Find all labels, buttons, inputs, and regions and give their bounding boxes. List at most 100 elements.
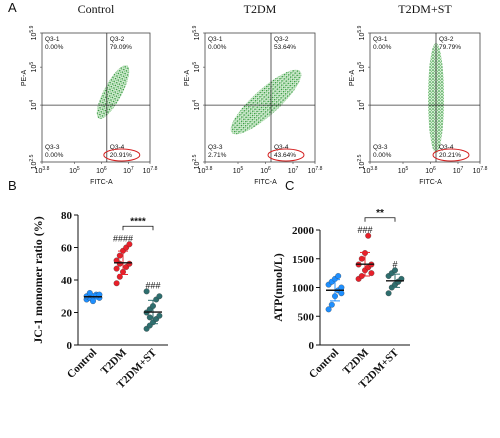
comparison-label: ** xyxy=(376,208,384,219)
y-tick-label: 105 xyxy=(29,62,38,73)
plot-title: Control xyxy=(78,2,115,16)
tick-base: 10 xyxy=(31,161,38,169)
y-axis-label: JC-1 monomer ratio (%) xyxy=(31,216,45,343)
data-point xyxy=(392,267,398,274)
y-axis-label: ATP(nmol/L) xyxy=(271,253,285,321)
x-tick-label: 103.8 xyxy=(35,166,50,175)
plot-frame xyxy=(369,32,481,163)
data-point xyxy=(116,273,123,280)
y-tick-label: 2000 xyxy=(292,225,315,237)
tick-base: 10 xyxy=(359,161,366,169)
tick-base: 10 xyxy=(453,168,461,175)
tick-base: 10 xyxy=(31,102,38,110)
tick-exponent: 6 xyxy=(268,166,271,172)
tick-exponent: 4 xyxy=(192,100,198,103)
data-point xyxy=(126,241,133,248)
y-axis-label: PE-A xyxy=(349,70,356,87)
tick-exponent: 4 xyxy=(29,100,35,103)
plot-frame xyxy=(41,32,151,163)
y-tick-label: 0 xyxy=(309,340,315,352)
y-tick-label: 105 xyxy=(192,62,201,73)
data-point xyxy=(113,265,120,272)
x-tick-label: 103.8 xyxy=(363,166,378,175)
quadrant-name: Q3-4 xyxy=(110,144,125,151)
data-point xyxy=(146,314,153,321)
quadrant-value: 0.00% xyxy=(45,152,64,159)
tick-exponent: 5 xyxy=(406,166,409,172)
tick-exponent: 2.5 xyxy=(192,154,198,161)
y-axis-label: PE-A xyxy=(21,70,28,87)
quadrant-value: 79.79% xyxy=(439,44,461,51)
tick-base: 10 xyxy=(198,168,206,175)
quadrant-name: Q3-4 xyxy=(439,144,454,151)
x-tick-label: 107.8 xyxy=(308,166,323,175)
x-tick-label: 106 xyxy=(425,166,436,175)
quadrant-value: 43.64% xyxy=(274,152,296,159)
x-tick-label: 107.8 xyxy=(143,166,158,175)
tick-exponent: 5 xyxy=(29,62,35,65)
tick-base: 10 xyxy=(359,32,366,40)
y-tick-label: 60 xyxy=(61,243,73,255)
tick-base: 10 xyxy=(194,65,201,73)
y-tick-label: 104 xyxy=(192,100,201,111)
data-point xyxy=(368,270,375,277)
y-axis-label: PE-A xyxy=(184,70,191,87)
quadrant-name: Q3-1 xyxy=(373,36,388,43)
tick-exponent: 7 xyxy=(296,166,299,172)
tick-base: 10 xyxy=(123,168,131,175)
tick-base: 10 xyxy=(363,168,371,175)
y-tick-label: 1000 xyxy=(292,283,315,295)
x-axis-label: FITC-A xyxy=(90,179,113,186)
quadrant-name: Q3-1 xyxy=(45,36,60,43)
y-tick-label: 105.9 xyxy=(192,25,201,40)
significance-label: ### xyxy=(357,225,372,235)
data-point xyxy=(365,232,372,239)
panel-letter: C xyxy=(285,178,294,193)
y-tick-label: 80 xyxy=(61,210,73,222)
y-tick-label: 104 xyxy=(357,100,366,111)
tick-base: 10 xyxy=(96,168,104,175)
tick-exponent: 3.8 xyxy=(42,166,49,172)
data-point xyxy=(338,290,345,297)
y-tick-label: 0 xyxy=(67,340,73,352)
data-point xyxy=(328,301,335,308)
quadrant-value: 20.91% xyxy=(110,152,132,159)
quadrant-name: Q3-2 xyxy=(439,36,454,43)
tick-base: 10 xyxy=(308,168,316,175)
significance-label: ### xyxy=(145,280,160,290)
data-point xyxy=(116,260,123,267)
tick-exponent: 7.8 xyxy=(480,166,487,172)
plot-title: T2DM xyxy=(244,2,277,16)
tick-exponent: 5.9 xyxy=(192,25,198,32)
data-point xyxy=(113,280,120,287)
tick-exponent: 7 xyxy=(461,166,464,172)
x-tick-label: 105 xyxy=(233,166,244,175)
quadrant-value: 79.09% xyxy=(110,44,132,51)
event-cloud xyxy=(96,65,130,119)
tick-exponent: 7.8 xyxy=(315,166,322,172)
panel-letter: A xyxy=(8,0,17,15)
quadrant-name: Q3-2 xyxy=(274,36,289,43)
y-tick-label: 40 xyxy=(61,275,73,287)
data-point xyxy=(116,252,123,259)
comparison-bracket xyxy=(364,217,396,222)
data-point xyxy=(338,284,345,291)
data-point xyxy=(143,288,150,295)
tick-base: 10 xyxy=(31,32,38,40)
significance-label: #### xyxy=(113,233,133,243)
tick-exponent: 2.5 xyxy=(29,154,35,161)
data-point xyxy=(156,312,163,319)
tick-base: 10 xyxy=(194,32,201,40)
quadrant-value: 53.64% xyxy=(274,44,296,51)
x-tick-label: 103.8 xyxy=(198,166,213,175)
quadrant-name: Q3-2 xyxy=(110,36,125,43)
tick-base: 10 xyxy=(233,168,241,175)
y-tick-label: 102.5 xyxy=(192,154,201,169)
tick-exponent: 6 xyxy=(433,166,436,172)
data-point xyxy=(395,278,402,285)
y-tick-label: 105 xyxy=(357,62,366,73)
tick-exponent: 7 xyxy=(131,166,134,172)
tick-exponent: 4 xyxy=(357,100,363,103)
quadrant-value: 0.00% xyxy=(45,44,64,51)
